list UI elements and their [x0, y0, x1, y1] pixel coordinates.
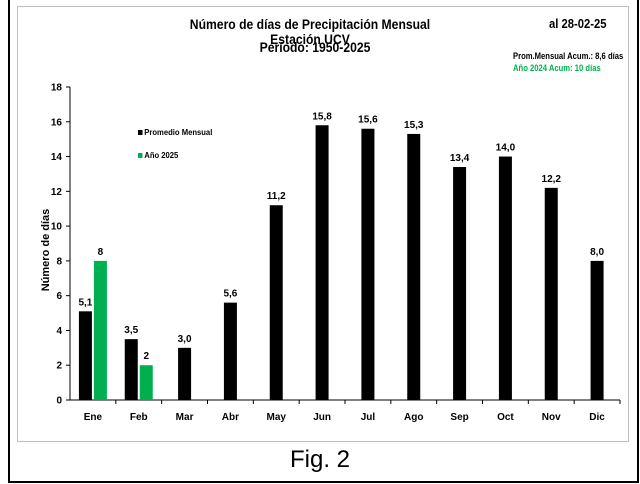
data-label-promedio-may: 11,2 — [267, 191, 286, 202]
data-label-promedio-feb: 3,5 — [124, 325, 138, 336]
bar-promedio-feb — [124, 339, 138, 400]
y-tick-label-6: 6 — [56, 291, 62, 302]
bar-promedio-dic — [590, 260, 604, 400]
bar-promedio-sep — [453, 166, 467, 400]
bar-promedio-oct — [498, 156, 512, 400]
data-label-2025-feb: 2 — [143, 351, 149, 362]
data-label-promedio-abr: 5,6 — [223, 289, 237, 300]
chart-title: Número de días de Precipitación Mensual … — [189, 17, 431, 47]
outer-frame — [8, 0, 639, 483]
x-tick-label-nov: Nov — [542, 412, 561, 423]
y-tick-label-0: 0 — [56, 396, 62, 407]
bar-promedio-jul — [361, 128, 375, 400]
data-label-promedio-sep: 13,4 — [450, 153, 470, 164]
y-tick-label-16: 16 — [51, 117, 63, 128]
x-tick-label-jun: Jun — [313, 412, 331, 423]
average-note: Prom.Mensual Acum.: 8,6 días — [513, 51, 624, 61]
bar-promedio-may — [269, 205, 283, 400]
y-tick-label-4: 4 — [56, 326, 62, 337]
bar-promedio-mar — [178, 347, 192, 400]
y-tick-label-10: 10 — [51, 222, 63, 233]
legend-item-promedio: Promedio Mensual — [138, 127, 212, 137]
data-label-2025-ene: 8 — [98, 247, 104, 258]
x-tick-label-feb: Feb — [130, 412, 148, 423]
data-label-promedio-jun: 15,8 — [312, 111, 332, 122]
legend-swatch-promedio — [138, 130, 143, 136]
data-label-promedio-jul: 15,6 — [358, 115, 378, 126]
data-label-promedio-dic: 8,0 — [590, 247, 604, 258]
x-tick-label-ene: Ene — [84, 412, 103, 423]
y-tick-label-12: 12 — [51, 187, 63, 198]
x-tick-label-sep: Sep — [450, 412, 468, 423]
x-tick-label-abr: Abr — [222, 412, 239, 423]
y-tick-label-2: 2 — [56, 361, 62, 372]
x-tick-label-ago: Ago — [404, 412, 423, 423]
figure-caption: Fig. 2 — [289, 446, 351, 473]
x-tick-label-dic: Dic — [589, 412, 605, 423]
y-tick-label-14: 14 — [51, 152, 63, 163]
bar-2025-ene — [93, 260, 107, 400]
data-label-promedio-ago: 15,3 — [404, 120, 424, 131]
data-label-promedio-nov: 12,2 — [542, 174, 562, 185]
bar-promedio-abr — [223, 302, 237, 400]
data-label-promedio-mar: 3,0 — [178, 334, 192, 345]
x-tick-label-jul: Jul — [361, 412, 376, 423]
data-label-promedio-ene: 5,1 — [78, 297, 92, 308]
legend-swatch-2025 — [138, 153, 143, 159]
legend-label-2025: Año 2025 — [144, 150, 179, 160]
bar-2025-feb — [139, 365, 153, 400]
accumulated-note: Año 2024 Acum: 10 días — [513, 63, 601, 73]
x-tick-label-may: May — [267, 412, 287, 423]
chart-subtitle: Período: 1950-2025 — [259, 40, 371, 55]
bar-promedio-jun — [315, 125, 329, 400]
y-tick-label-18: 18 — [51, 83, 63, 94]
y-tick-label-8: 8 — [56, 256, 62, 267]
bar-promedio-nov — [544, 187, 558, 400]
x-tick-label-oct: Oct — [497, 412, 514, 423]
data-label-promedio-oct: 14,0 — [496, 143, 516, 154]
legend-label-promedio: Promedio Mensual — [144, 127, 213, 137]
x-tick-label-mar: Mar — [176, 412, 194, 423]
date-note: al 28-02-25 — [549, 17, 607, 31]
bar-promedio-ene — [78, 311, 92, 400]
legend-item-2025: Año 2025 — [138, 150, 178, 160]
bar-promedio-ago — [407, 133, 421, 400]
